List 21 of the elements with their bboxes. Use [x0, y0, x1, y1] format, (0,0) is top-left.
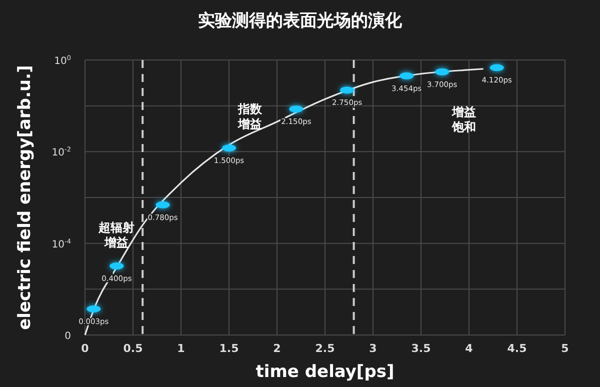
x-tick-label: 2.5	[315, 342, 335, 355]
chart-title: 实验测得的表面光场的演化	[198, 11, 403, 31]
annotation: 指数增益	[237, 102, 264, 131]
x-tick-label: 3.5	[411, 342, 431, 355]
y-axis-title: electric field energy[arb.u.]	[15, 65, 35, 330]
x-axis-title: time delay[ps]	[256, 362, 394, 382]
x-tick-label: 3	[369, 342, 377, 355]
x-tick-label: 4.5	[507, 342, 527, 355]
x-tick-label: 2	[273, 342, 281, 355]
x-tick-label: 0.5	[123, 342, 143, 355]
x-tick-label: 5	[561, 342, 569, 355]
annotation: 超辐射增益	[98, 220, 135, 250]
y-tick-label: 0	[64, 331, 71, 342]
x-tick-label: 1.5	[219, 342, 239, 355]
annotation: 增益饱和	[451, 105, 476, 134]
y-tick-label: 10$^{-4}$	[52, 237, 71, 250]
y-tick-label: 10$^{-2}$	[52, 146, 71, 159]
x-tick-label: 4	[465, 342, 474, 355]
x-tick-label: 0	[81, 342, 90, 355]
x-tick-label: 1	[177, 342, 185, 355]
y-tick-label: 10$^{0}$	[54, 54, 71, 67]
